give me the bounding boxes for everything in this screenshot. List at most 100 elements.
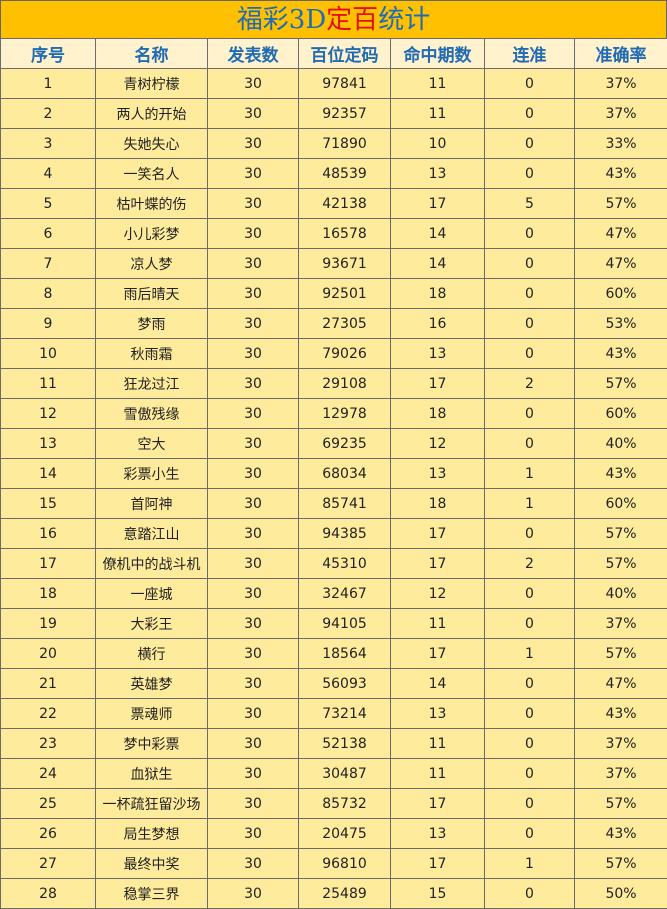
- table-cell: 大彩王: [95, 608, 208, 639]
- table-cell: 11: [390, 608, 485, 639]
- table-cell: 48539: [298, 158, 391, 189]
- table-cell: 18: [390, 488, 485, 519]
- table-cell: 57%: [574, 848, 667, 879]
- table-cell: 11: [390, 728, 485, 759]
- table-cell: 2: [484, 368, 575, 399]
- title-part: 统计: [378, 5, 431, 35]
- table-cell: 43%: [574, 458, 667, 489]
- table-cell: 僚机中的战斗机: [95, 548, 208, 579]
- table-row: 4 一笑名人 30 48539 13 0 43%: [0, 158, 667, 189]
- table-cell: 0: [484, 818, 575, 849]
- header-cell: 发表数: [207, 38, 299, 69]
- table-cell: 13: [390, 698, 485, 729]
- table-cell: 雨后晴天: [95, 278, 208, 309]
- table-cell: 0: [484, 308, 575, 339]
- table-cell: 12: [390, 578, 485, 609]
- header-cell: 连准: [484, 38, 575, 69]
- table-cell: 94385: [298, 518, 391, 549]
- table-cell: 青树柠檬: [95, 68, 208, 99]
- table-cell: 0: [484, 668, 575, 699]
- table-cell: 94105: [298, 608, 391, 639]
- table-cell: 40%: [574, 578, 667, 609]
- table-cell: 30: [207, 308, 299, 339]
- table-row: 12 雪傲残缘 30 12978 18 0 60%: [0, 398, 667, 429]
- table-cell: 英雄梦: [95, 668, 208, 699]
- table-cell: 14: [390, 668, 485, 699]
- table-cell: 37%: [574, 758, 667, 789]
- table-cell: 1: [0, 68, 96, 99]
- table-cell: 1: [484, 458, 575, 489]
- table-cell: 16578: [298, 218, 391, 249]
- table-cell: 0: [484, 398, 575, 429]
- table-cell: 0: [484, 518, 575, 549]
- table-cell: 11: [390, 98, 485, 129]
- table-cell: 1: [484, 638, 575, 669]
- table-cell: 秋雨霜: [95, 338, 208, 369]
- table-cell: 30: [207, 578, 299, 609]
- table-cell: 60%: [574, 398, 667, 429]
- table-cell: 30: [207, 608, 299, 639]
- table-cell: 17: [0, 548, 96, 579]
- table-cell: 43%: [574, 158, 667, 189]
- table-row: 28 稳掌三界 30 25489 15 0 50%: [0, 878, 667, 909]
- table-row: 14 彩票小生 30 68034 13 1 43%: [0, 458, 667, 489]
- table-cell: 0: [484, 728, 575, 759]
- table-cell: 0: [484, 578, 575, 609]
- table-row: 8 雨后晴天 30 92501 18 0 60%: [0, 278, 667, 309]
- table-row: 19 大彩王 30 94105 11 0 37%: [0, 608, 667, 639]
- table-row: 27 最终中奖 30 96810 17 1 57%: [0, 848, 667, 879]
- table-cell: 50%: [574, 878, 667, 909]
- table-cell: 13: [390, 818, 485, 849]
- table-row: 6 小儿彩梦 30 16578 14 0 47%: [0, 218, 667, 249]
- table-cell: 26: [0, 818, 96, 849]
- table-row: 7 凉人梦 30 93671 14 0 47%: [0, 248, 667, 279]
- table-cell: 30: [207, 758, 299, 789]
- table-cell: 16: [0, 518, 96, 549]
- table-cell: 两人的开始: [95, 98, 208, 129]
- table-cell: 0: [484, 428, 575, 459]
- table-cell: 2: [484, 548, 575, 579]
- table-cell: 小儿彩梦: [95, 218, 208, 249]
- table-cell: 37%: [574, 98, 667, 129]
- table-row: 10 秋雨霜 30 79026 13 0 43%: [0, 338, 667, 369]
- table-cell: 30: [207, 698, 299, 729]
- table-cell: 30: [207, 248, 299, 279]
- table-row: 17 僚机中的战斗机 30 45310 17 2 57%: [0, 548, 667, 579]
- table-cell: 93671: [298, 248, 391, 279]
- header-row: 序号 名称 发表数 百位定码 命中期数 连准 准确率: [0, 38, 667, 69]
- table-cell: 4: [0, 158, 96, 189]
- table-cell: 0: [484, 218, 575, 249]
- table-cell: 梦雨: [95, 308, 208, 339]
- table-cell: 狂龙过江: [95, 368, 208, 399]
- table-cell: 枯叶蝶的伤: [95, 188, 208, 219]
- table-cell: 9: [0, 308, 96, 339]
- table-row: 22 票魂师 30 73214 13 0 43%: [0, 698, 667, 729]
- table-row: 15 首阿神 30 85741 18 1 60%: [0, 488, 667, 519]
- table-cell: 29108: [298, 368, 391, 399]
- table-cell: 凉人梦: [95, 248, 208, 279]
- table-row: 13 空大 30 69235 12 0 40%: [0, 428, 667, 459]
- table-cell: 15: [0, 488, 96, 519]
- table-cell: 25489: [298, 878, 391, 909]
- table-cell: 0: [484, 788, 575, 819]
- header-cell: 序号: [0, 38, 96, 69]
- table-cell: 57%: [574, 788, 667, 819]
- header-cell: 名称: [95, 38, 208, 69]
- table-cell: 30: [207, 878, 299, 909]
- table-cell: 52138: [298, 728, 391, 759]
- table-cell: 3: [0, 128, 96, 159]
- table-cell: 92501: [298, 278, 391, 309]
- table-cell: 20: [0, 638, 96, 669]
- table-cell: 11: [390, 68, 485, 99]
- table-cell: 梦中彩票: [95, 728, 208, 759]
- table-cell: 0: [484, 248, 575, 279]
- table-cell: 18564: [298, 638, 391, 669]
- table-row: 18 一座城 30 32467 12 0 40%: [0, 578, 667, 609]
- table-cell: 0: [484, 98, 575, 129]
- table-cell: 30: [207, 848, 299, 879]
- table-cell: 37%: [574, 68, 667, 99]
- table-cell: 30: [207, 728, 299, 759]
- table-cell: 18: [390, 398, 485, 429]
- table-cell: 14: [390, 248, 485, 279]
- table-cell: 13: [390, 158, 485, 189]
